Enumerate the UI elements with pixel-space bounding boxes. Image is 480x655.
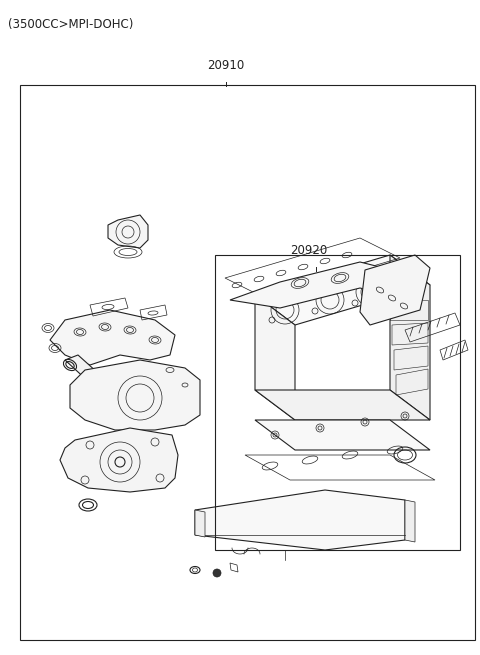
- Polygon shape: [60, 428, 178, 492]
- Polygon shape: [255, 295, 295, 420]
- Circle shape: [213, 569, 221, 577]
- Polygon shape: [65, 355, 128, 406]
- Polygon shape: [255, 390, 430, 420]
- Polygon shape: [108, 215, 148, 248]
- Polygon shape: [255, 420, 430, 450]
- Text: 20920: 20920: [290, 244, 327, 257]
- Bar: [20, 85, 475, 640]
- Polygon shape: [70, 360, 200, 430]
- Polygon shape: [255, 255, 430, 325]
- Polygon shape: [405, 500, 415, 542]
- Bar: [215, 255, 460, 550]
- Polygon shape: [195, 490, 405, 550]
- Polygon shape: [230, 262, 410, 308]
- Polygon shape: [50, 310, 175, 365]
- Polygon shape: [390, 255, 430, 420]
- Text: (3500CC>MPI-DOHC): (3500CC>MPI-DOHC): [8, 18, 133, 31]
- Polygon shape: [360, 255, 430, 325]
- Polygon shape: [195, 510, 205, 537]
- Text: 20910: 20910: [207, 59, 245, 72]
